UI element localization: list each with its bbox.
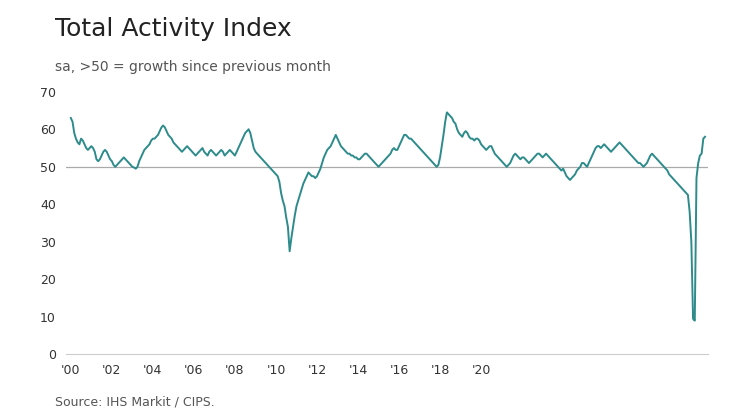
- Text: Total Activity Index: Total Activity Index: [55, 17, 291, 41]
- Text: sa, >50 = growth since previous month: sa, >50 = growth since previous month: [55, 60, 331, 75]
- Text: Source: IHS Markit / CIPS.: Source: IHS Markit / CIPS.: [55, 396, 215, 409]
